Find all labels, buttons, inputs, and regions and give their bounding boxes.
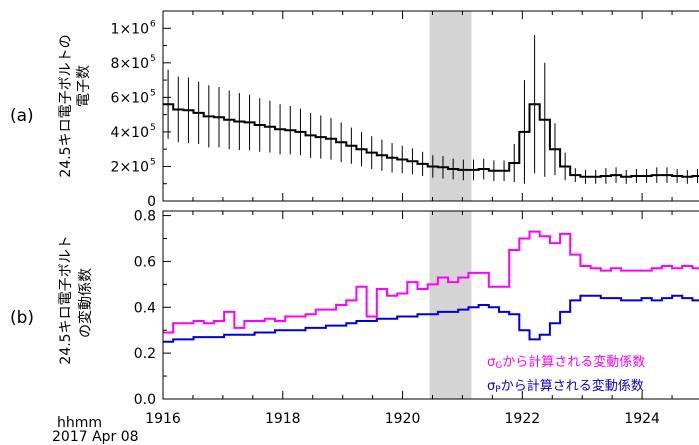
legend-entry: σGから計算される変動係数 xyxy=(487,354,645,371)
legend-subscript: G xyxy=(495,361,502,371)
y-tick-exponent: 5 xyxy=(150,123,156,133)
x-tick-label: 1924 xyxy=(624,411,660,427)
x-minor-ticks-a xyxy=(162,11,673,201)
y-tick-label: 0.4 xyxy=(134,300,156,316)
y-tick-label: 0.6 xyxy=(134,254,156,270)
x-tick-label: 1920 xyxy=(385,411,421,427)
panel-b: 0.0 0.2 0.4 0.6 0.8 1916 1918 1920 1922 1924 24.… xyxy=(10,209,699,445)
y-axis-a: 02×10 54×10 56×10 58×10 51×10 6 xyxy=(111,19,171,210)
x-axis-b: 1916 1918 1920 1922 1924 xyxy=(145,211,673,427)
y-tick-label: 8×10 xyxy=(111,56,149,72)
y-tick-label: 6×10 xyxy=(111,90,149,106)
x-tick-label: 1922 xyxy=(505,411,541,427)
shade-band-a xyxy=(429,11,472,201)
y-axis-b: 0.0 0.2 0.4 0.6 0.8 xyxy=(134,209,171,408)
y-axis-label-b-line2: の変動係数 xyxy=(77,268,94,338)
panel-a: 02×10 54×10 56×10 58×10 51×10 6 24.5キロ電子ボルトの … xyxy=(10,10,699,210)
panel-label-a: (a) xyxy=(10,106,34,126)
y-tick-label: 4×10 xyxy=(111,125,149,141)
series-line-sigma-p xyxy=(163,294,699,343)
y-tick-exponent: 5 xyxy=(150,54,156,64)
series-lines-b xyxy=(163,230,699,343)
y-tick-label: 0.8 xyxy=(134,209,156,225)
legend-text: から計算される変動係数 xyxy=(501,378,644,394)
y-tick-exponent: 5 xyxy=(150,88,156,98)
legend-text: から計算される変動係数 xyxy=(502,354,645,370)
y-axis-label-a-line2: 電子数 xyxy=(76,65,92,107)
y-axis-label-b-line1: 24.5キロ電子ボルト xyxy=(58,235,74,364)
series-line-sigma-g xyxy=(163,230,699,334)
y-tick-label: 0.0 xyxy=(134,392,156,408)
x-axis-label-line2: 2017 Apr 08 xyxy=(52,429,139,445)
y-tick-exponent: 6 xyxy=(150,19,156,29)
y-tick-label: 2×10 xyxy=(111,159,149,175)
series-line-electron-count xyxy=(163,103,699,178)
shade-band-b xyxy=(429,211,472,399)
plot-frame-a xyxy=(162,10,699,202)
series-lines-a xyxy=(163,103,699,178)
y-tick-label: 1×10 xyxy=(111,21,149,37)
plot-frame-b xyxy=(162,210,699,400)
x-axis-label-line1: hhmm xyxy=(57,415,102,431)
y-tick-label: 0 xyxy=(147,194,156,210)
legend-sigma: σ xyxy=(487,355,495,370)
legend-subscript: P xyxy=(495,385,501,395)
y-axis-label-a-line1: 24.5キロ電子ボルトの xyxy=(58,34,74,177)
legend-sigma: σ xyxy=(487,379,495,394)
panel-label-b: (b) xyxy=(10,308,34,328)
y-tick-exponent: 5 xyxy=(150,157,156,167)
x-tick-label: 1918 xyxy=(265,411,301,427)
legend-entry: σPから計算される変動係数 xyxy=(487,378,644,395)
y-tick-label: 0.2 xyxy=(134,346,156,362)
x-tick-label: 1916 xyxy=(145,411,181,427)
